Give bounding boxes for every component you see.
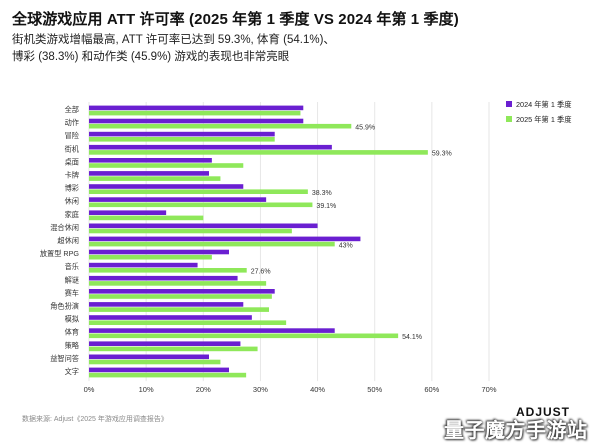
bar-2024 [89,249,229,255]
bar-2025 [89,189,308,194]
bar-2025 [89,202,313,208]
bar-2024 [89,275,238,281]
category-label: 赛车 [65,288,79,297]
x-axis-tick-labels: 0% 10% 20% 30% 40% 50% 60% 70% [84,385,497,394]
category-label: 音乐 [65,262,79,271]
bar-2025 [89,241,335,247]
bar-2025 [89,268,247,273]
legend-swatch [506,116,512,122]
bar-2025 [89,137,275,142]
x-tick-label: 30% [253,385,268,394]
subtitle-line-1: 街机类游戏增幅最高, ATT 许可率已达到 59.3%, 体育 (54.1%)、 [12,34,335,46]
bar-2025 [89,150,428,155]
bar-2025 [89,254,212,260]
data-label: 27.6% [251,269,271,276]
bar-2024 [89,184,244,189]
subtitle-line-2: 博彩 (38.3%) 和动作类 (45.9%) 游戏的表现也非常亮眼 [12,51,290,63]
category-label: 策略 [65,341,80,350]
category-label: 冒险 [65,131,80,140]
bar-2024 [89,328,335,333]
data-label: 54.1% [402,334,422,341]
bar-2024 [89,105,304,111]
x-tick-label: 20% [196,385,211,394]
grid-lines [88,102,490,382]
data-label: 45.9% [355,124,375,131]
brand-logo: ADJUST [516,405,571,419]
category-label: 街机 [65,144,80,153]
category-label: 博彩 [65,184,79,193]
bar-2024 [89,197,267,202]
data-labels: 45.9% 59.3% 38.3% 39.1% 43% 27.6% 54.1% [251,124,452,341]
bar-2025 [89,163,244,168]
bar-2025 [89,359,221,365]
bar-2024 [89,341,241,346]
category-label: 放置型 RPG [40,249,80,258]
bar-2025 [89,320,287,325]
category-label: 混合休闲 [50,223,79,232]
category-label: 全部 [65,105,79,114]
legend-label: 2025 年第 1 季度 [516,115,572,124]
bar-2024 [89,236,361,242]
category-label: 超休闲 [57,236,79,245]
bars [89,105,428,378]
bar-2024 [89,171,209,176]
category-label: 解谜 [65,275,79,284]
x-tick-label: 40% [310,385,325,394]
legend-label: 2024 年第 1 季度 [516,100,572,109]
category-label: 文字 [65,367,79,376]
category-label: 休闲 [65,197,79,206]
bar-2024 [89,158,212,163]
category-label: 模拟 [65,315,79,324]
data-label: 39.1% [316,203,336,210]
bar-2025 [89,294,272,299]
bar-2024 [89,367,229,373]
bar-2025 [89,333,399,339]
bar-2024 [89,131,275,137]
category-label: 角色扮演 [50,302,79,311]
x-tick-label: 60% [424,385,439,394]
category-label: 体育 [65,328,79,337]
category-label: 卡牌 [65,171,79,180]
bar-2024 [89,210,167,215]
bar-2024 [89,315,252,320]
category-label: 家庭 [65,210,79,219]
category-label: 桌面 [65,157,79,166]
bar-2025 [89,110,301,116]
bar-2024 [89,144,332,150]
x-tick-label: 10% [139,385,154,394]
bar-2025 [89,346,258,352]
data-label: 38.3% [312,190,332,197]
data-label: 43% [339,242,353,249]
x-tick-label: 50% [367,385,382,394]
x-tick-label: 70% [481,385,496,394]
category-label: 益智问答 [50,354,79,363]
legend-swatch [506,101,512,107]
category-label: 动作 [65,118,79,127]
bar-2025 [89,123,352,129]
bar-2025 [89,215,204,221]
bar-2024 [89,223,318,229]
bar-2025 [89,281,267,286]
bar-2024 [89,262,198,268]
bar-2025 [89,307,269,312]
legend: 2024 年第 1 季度 2025 年第 1 季度 [506,100,572,124]
data-label: 59.3% [432,151,452,158]
bar-2024 [89,289,275,294]
bar-2025 [89,228,292,234]
source-note: 数据来源: Adjust《2025 年游戏应用调查报告》 [22,416,168,423]
bar-2025 [89,176,221,181]
bar-2025 [89,372,247,378]
page-subtitle: 街机类游戏增幅最高, ATT 许可率已达到 59.3%, 体育 (54.1%)、… [12,32,472,66]
page-title: 全球游戏应用 ATT 许可率 (2025 年第 1 季度 VS 2024 年第 … [12,11,459,28]
watermark: 量子魔方手游站 [444,420,588,442]
bar-2024 [89,354,209,360]
bar-2024 [89,118,304,124]
x-tick-label: 0% [84,385,95,394]
bar-2024 [89,302,244,307]
